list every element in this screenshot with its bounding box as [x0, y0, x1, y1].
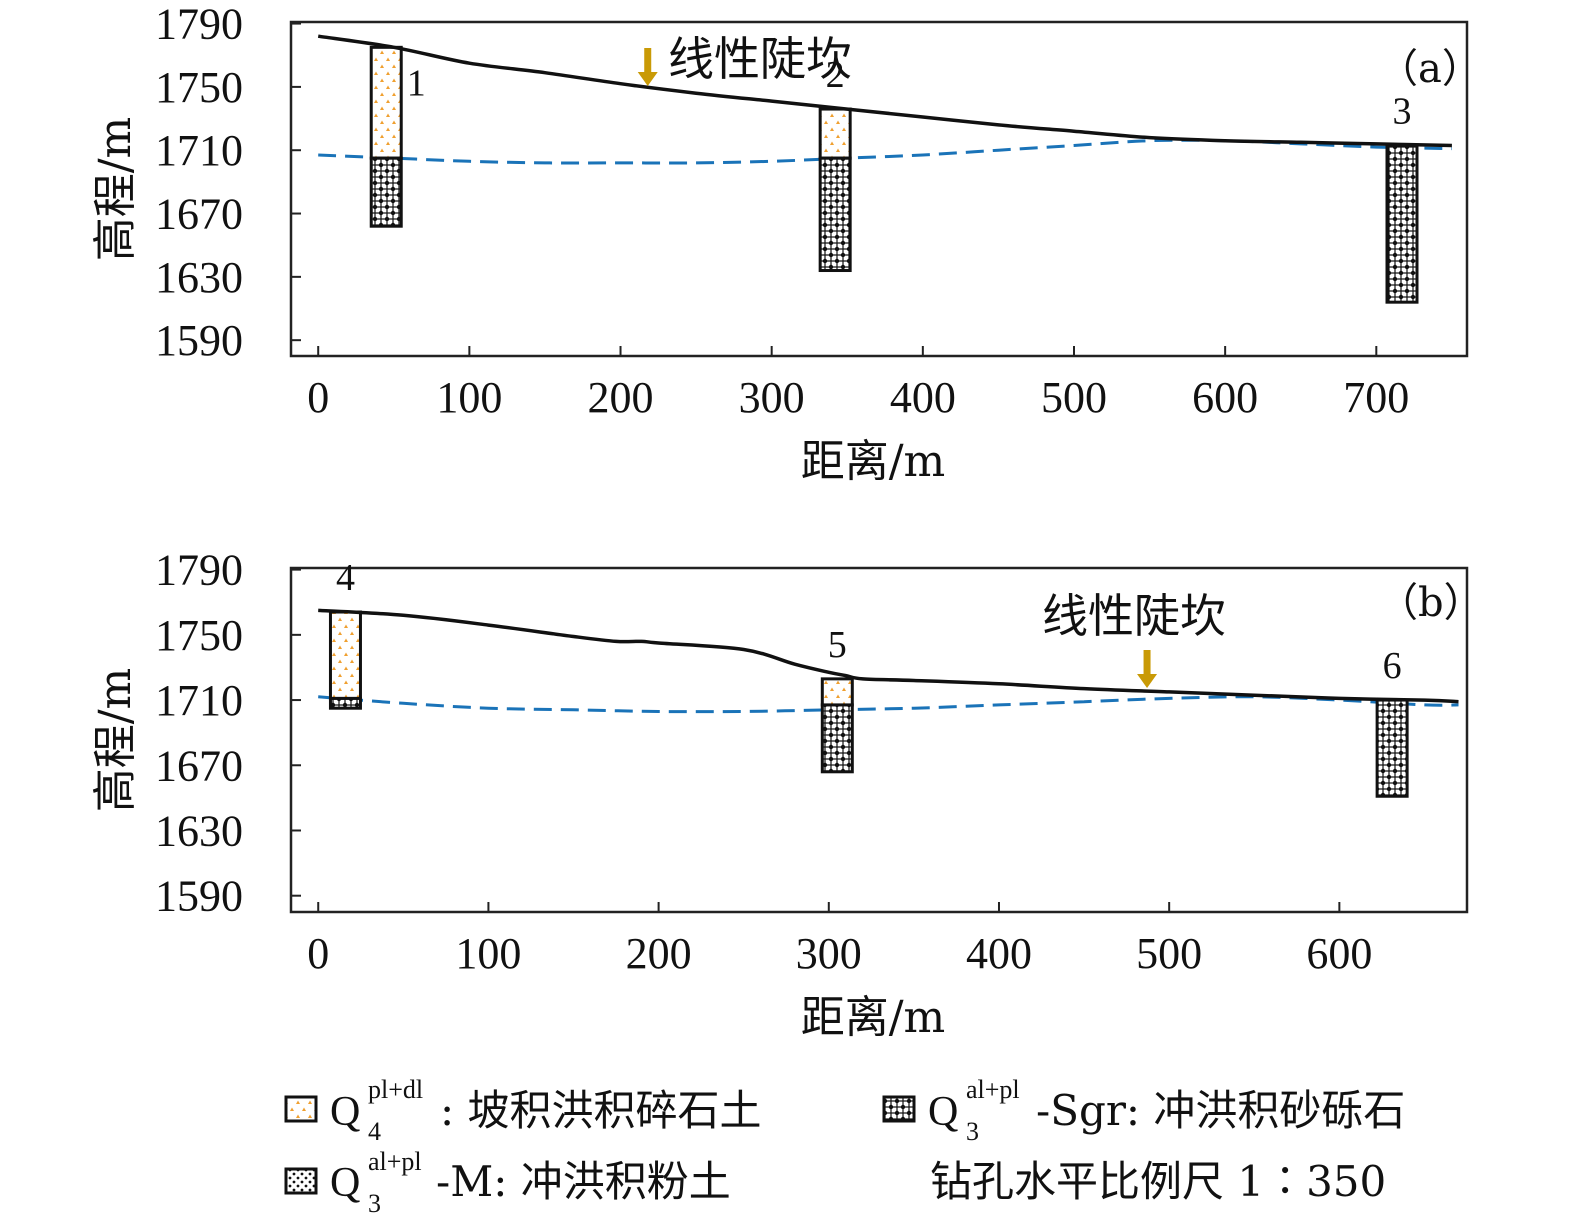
legend-item-silt: Q al+pl 3 -M: 冲洪积粉土 [284, 1147, 731, 1218]
legend-label: -M: 冲洪积粉土 [436, 1157, 731, 1206]
svg-text:Q: Q [330, 1089, 360, 1135]
y-axis-title: 高程/m [90, 668, 141, 813]
legend-swatch-sandy-gravel [882, 1095, 916, 1123]
y-axis-title: 高程/m [90, 117, 141, 262]
x-tick-label: 500 [1041, 373, 1107, 422]
down-arrow-icon [637, 72, 658, 86]
y-tick-label: 1670 [155, 190, 243, 239]
borehole-label: 6 [1383, 645, 1402, 687]
legend-sub: 3 [966, 1117, 979, 1146]
x-axis-title: 距离/m [801, 992, 946, 1043]
borehole-upper-layer [820, 677, 854, 707]
legend-symbol: Q [928, 1089, 958, 1135]
scarp-arrow-shaft [644, 48, 652, 74]
scale-note: 钻孔水平比例尺 1∶350 [930, 1157, 1386, 1206]
x-tick-label: 300 [796, 929, 862, 978]
legend-sup: al+pl [368, 1147, 422, 1176]
y-tick-label: 1710 [155, 126, 243, 175]
x-tick-label: 500 [1136, 929, 1202, 978]
y-tick-label: 1630 [155, 253, 243, 302]
borehole-lower-layer [1375, 698, 1409, 798]
panel-a: 0 100 200 300 400 500 600 700 1590 1630 1670 1710 17… [90, 0, 1482, 487]
borehole-label: 3 [1393, 90, 1412, 132]
y-tick-label: 1750 [155, 611, 243, 660]
y-tick-label: 1750 [155, 63, 243, 112]
down-arrow-icon [1137, 674, 1158, 688]
legend-sup: al+pl [966, 1075, 1020, 1104]
x-tick-label: 0 [307, 929, 329, 978]
x-tick-label: 600 [1306, 929, 1372, 978]
borehole-lower-layer [1385, 143, 1419, 304]
legend-symbol: Q [330, 1160, 360, 1206]
scarp-annotation: 线性陡坎 [1042, 589, 1226, 643]
x-tick-label: 200 [588, 373, 654, 422]
legend-swatch-gravel-soil [284, 1095, 318, 1123]
y-tick-label: 1630 [155, 806, 243, 855]
borehole-label: 2 [826, 54, 845, 96]
x-tick-label: 0 [307, 373, 329, 422]
borehole-upper-layer [328, 610, 362, 700]
borehole-label: 4 [336, 557, 355, 599]
scarp-arrow-shaft [1143, 650, 1151, 676]
y-tick-label: 1590 [155, 316, 243, 365]
legend-label: -Sgr: 冲洪积砂砾石 [1036, 1086, 1405, 1135]
legend: Q pl+dl 4 : 坡积洪积碎石土 Q al+pl 3 -Sgr: 冲洪积砂… [284, 1075, 1405, 1218]
plot-frame [289, 20, 1469, 358]
panel-b: 0 100 200 300 400 500 600 1590 1630 1670 1710 1750 1… [90, 546, 1484, 1043]
x-tick-label: 400 [890, 373, 956, 422]
borehole-lower-layer [820, 703, 854, 774]
x-tick-label: 100 [455, 929, 521, 978]
legend-swatch-silt [284, 1167, 318, 1195]
panel-label: （b） [1378, 580, 1484, 626]
plot-frame [289, 566, 1469, 914]
legend-label: : 坡积洪积碎石土 [440, 1086, 762, 1135]
x-tick-label: 700 [1343, 373, 1409, 422]
x-tick-label: 200 [626, 929, 692, 978]
borehole-label: 5 [828, 624, 847, 666]
ground-surface-line [318, 608, 1459, 704]
borehole-lower-layer [328, 696, 362, 710]
groundwater-level-line [318, 695, 1459, 714]
legend-symbol: Q [330, 1089, 360, 1135]
legend-item-sandy-gravel: Q al+pl 3 -Sgr: 冲洪积砂砾石 [882, 1075, 1405, 1146]
borehole-upper-layer [369, 45, 403, 160]
borehole-label: 1 [407, 62, 426, 104]
y-tick-label: 1670 [155, 741, 243, 790]
x-tick-label: 400 [966, 929, 1032, 978]
y-tick-label: 1590 [155, 872, 243, 921]
x-tick-label: 300 [739, 373, 805, 422]
legend-sub: 4 [368, 1117, 381, 1146]
x-tick-label: 600 [1192, 373, 1258, 422]
y-tick-label: 1710 [155, 676, 243, 725]
borehole-lower-layer [369, 156, 403, 228]
borehole-upper-layer [818, 107, 852, 160]
panel-label: （a） [1378, 46, 1482, 92]
scarp-annotation: 线性陡坎 [668, 32, 852, 86]
borehole-lower-layer [818, 156, 852, 273]
x-axis-title: 距离/m [801, 436, 946, 487]
x-tick-label: 100 [436, 373, 502, 422]
y-tick-label: 1790 [155, 0, 243, 49]
legend-sub: 3 [368, 1189, 381, 1218]
legend-sup: pl+dl [368, 1075, 423, 1104]
legend-item-gravel-soil: Q pl+dl 4 : 坡积洪积碎石土 [284, 1075, 762, 1146]
y-tick-label: 1790 [155, 546, 243, 595]
ground-surface-line [317, 34, 1452, 148]
